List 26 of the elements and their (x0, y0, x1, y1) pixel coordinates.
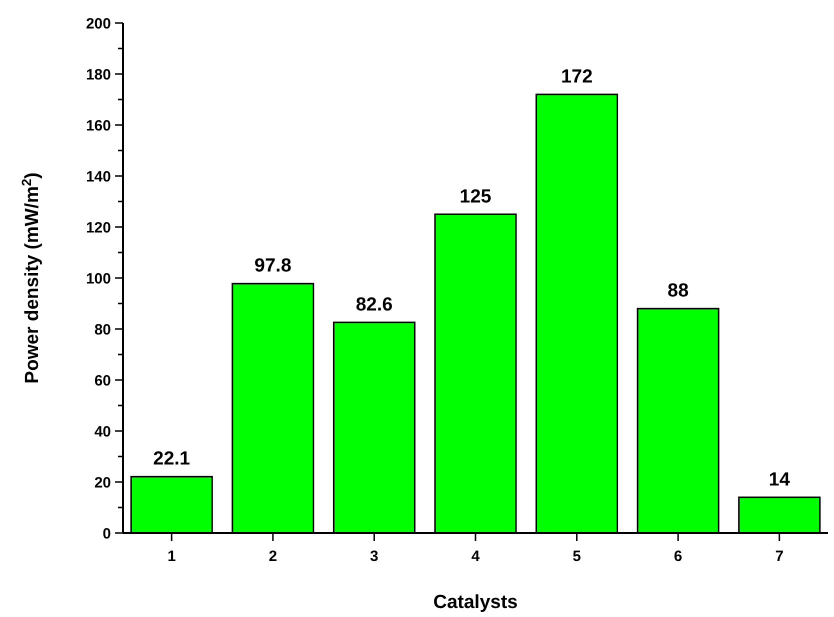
x-tick-label: 1 (167, 548, 176, 565)
data-label: 97.8 (254, 256, 292, 277)
y-tick-label: 40 (94, 423, 111, 440)
y-tick-label: 80 (94, 321, 111, 338)
data-label: 82.6 (356, 294, 393, 316)
y-tick-label: 200 (86, 15, 111, 32)
x-tick-label: 2 (268, 548, 278, 565)
data-label: 88 (668, 280, 689, 302)
y-tick-label: 100 (86, 270, 111, 288)
y-tick-label: 140 (86, 168, 111, 186)
y-tick-label: 120 (86, 219, 111, 236)
x-tick-label: 4 (471, 548, 480, 565)
data-label: 14 (768, 469, 790, 490)
x-tick-label: 3 (370, 548, 378, 565)
x-tick-label: 6 (674, 548, 682, 565)
x-tick-label: 5 (572, 548, 581, 565)
y-tick-label: 180 (86, 66, 111, 84)
data-label: 172 (560, 66, 593, 88)
y-tick-label: 160 (86, 117, 111, 134)
y-tick-label: 0 (102, 525, 111, 542)
x-tick-label: 7 (775, 548, 784, 565)
data-label: 125 (460, 186, 492, 208)
x-axis-title: Catalysts (433, 592, 518, 613)
data-label: 22.1 (153, 448, 191, 470)
y-tick-label: 60 (94, 372, 111, 390)
y-tick-label: 20 (94, 474, 111, 492)
